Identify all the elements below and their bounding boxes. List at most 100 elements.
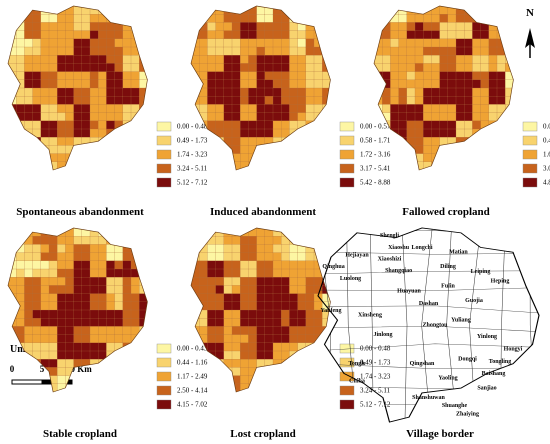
village-label: Qingshan — [410, 361, 435, 367]
region — [472, 79, 482, 89]
region — [289, 137, 299, 146]
region — [73, 169, 83, 170]
region — [513, 96, 514, 105]
region — [322, 153, 331, 163]
region — [272, 112, 282, 122]
legend-label: 0.49 - 1.73 — [177, 137, 208, 145]
region — [207, 6, 217, 15]
region — [423, 71, 432, 81]
scale-label: 0 — [10, 364, 15, 374]
region — [447, 14, 457, 23]
region — [272, 252, 282, 262]
region — [114, 96, 124, 105]
region — [207, 112, 217, 122]
region — [57, 128, 66, 138]
village-label: Xiaoshizi — [378, 256, 402, 262]
region — [81, 277, 91, 286]
region — [297, 309, 307, 319]
region — [272, 342, 282, 352]
region — [130, 260, 140, 270]
region — [199, 268, 208, 278]
region — [240, 350, 249, 360]
region — [374, 112, 383, 122]
region — [264, 161, 274, 170]
region — [496, 112, 506, 122]
region — [114, 252, 124, 262]
region — [89, 252, 99, 262]
legend-swatch — [339, 121, 355, 132]
region — [281, 104, 290, 114]
region — [48, 104, 58, 114]
region — [264, 252, 274, 262]
region — [231, 285, 241, 295]
region — [98, 285, 107, 295]
region — [231, 63, 241, 73]
region — [147, 112, 148, 122]
region — [264, 112, 274, 122]
region — [207, 252, 217, 262]
region — [406, 55, 416, 64]
region — [130, 301, 140, 311]
village-label: Guojia — [465, 298, 483, 304]
legend-swatch — [339, 343, 355, 354]
village-label: Yinlong — [477, 334, 497, 340]
region — [488, 120, 498, 130]
region — [240, 79, 249, 89]
region — [272, 63, 282, 73]
region — [289, 14, 299, 23]
region — [488, 128, 498, 138]
region — [16, 46, 25, 56]
region — [455, 87, 465, 97]
region — [398, 169, 408, 170]
legend-swatch — [339, 357, 355, 368]
region — [81, 375, 91, 385]
region — [390, 161, 400, 170]
region — [130, 236, 140, 245]
region — [24, 104, 34, 114]
region — [48, 293, 58, 303]
region — [215, 252, 225, 262]
region — [57, 293, 66, 303]
region — [40, 120, 50, 130]
region — [406, 6, 416, 15]
region — [122, 367, 132, 377]
region — [231, 87, 241, 97]
region — [439, 161, 449, 170]
region — [130, 161, 140, 170]
region — [65, 350, 75, 360]
region — [89, 145, 99, 155]
region — [89, 6, 99, 15]
region — [272, 14, 282, 23]
region — [114, 359, 124, 368]
region — [240, 169, 249, 170]
region — [81, 252, 91, 262]
legend-label: 3.24 - 5.11 — [177, 165, 208, 173]
region — [48, 326, 58, 336]
region — [199, 309, 208, 319]
region — [16, 145, 25, 155]
region — [73, 79, 83, 89]
village-label: Sanjiao — [477, 385, 496, 391]
region — [272, 22, 282, 32]
region — [65, 22, 75, 32]
region — [305, 244, 315, 254]
legend-label: 0.00 - 0.45 — [543, 123, 550, 131]
region — [330, 14, 331, 23]
region — [73, 342, 83, 352]
region — [431, 145, 441, 155]
region — [264, 14, 274, 23]
region — [264, 79, 274, 89]
region — [199, 277, 208, 286]
region — [414, 128, 424, 138]
region — [32, 318, 42, 327]
region — [24, 161, 34, 170]
region — [231, 120, 241, 130]
region — [8, 169, 17, 170]
region — [272, 301, 282, 311]
region — [32, 87, 42, 97]
region — [106, 228, 116, 237]
region — [322, 30, 331, 40]
region — [382, 87, 391, 97]
region — [305, 350, 315, 360]
region — [240, 268, 249, 278]
